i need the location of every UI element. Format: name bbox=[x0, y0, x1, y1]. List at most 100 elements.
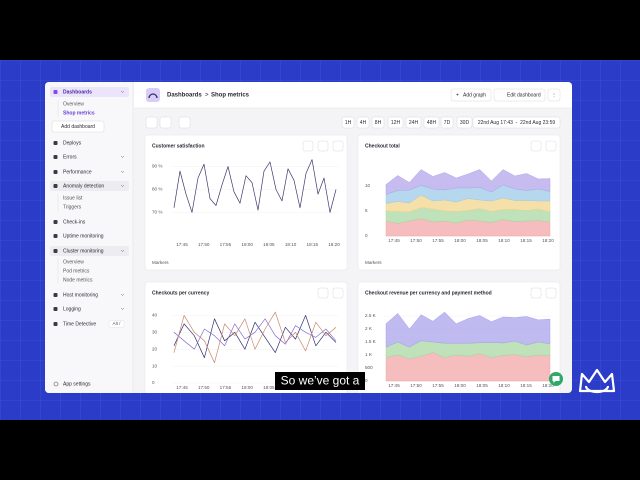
x-tick-label: 17:55 bbox=[220, 242, 232, 247]
time-range-button[interactable] bbox=[341, 116, 355, 129]
panel-action[interactable] bbox=[530, 140, 542, 152]
nav-item[interactable]: Logging bbox=[63, 306, 81, 312]
panel-action[interactable] bbox=[302, 140, 314, 152]
series-line bbox=[173, 318, 337, 350]
panel-action[interactable] bbox=[332, 287, 344, 299]
time-range-button[interactable] bbox=[440, 116, 454, 129]
panel-action[interactable] bbox=[545, 140, 557, 152]
stacked-area bbox=[385, 169, 551, 195]
brand-logo bbox=[578, 368, 616, 394]
breadcrumb-separator: > bbox=[205, 93, 209, 99]
nav-subitem[interactable]: Triggers bbox=[63, 204, 82, 210]
y-tick-label: 1 K bbox=[365, 352, 373, 357]
series-line bbox=[173, 311, 337, 364]
nav-subitem[interactable]: Shop metrics bbox=[63, 110, 95, 116]
nav-item[interactable]: Deploys bbox=[63, 140, 82, 146]
y-tick-label: 70 % bbox=[152, 210, 162, 215]
time-range-button[interactable] bbox=[456, 116, 473, 129]
panel-action[interactable] bbox=[530, 287, 542, 299]
nav-icon bbox=[53, 307, 58, 311]
nav-icon bbox=[53, 90, 58, 94]
panel-action[interactable] bbox=[317, 140, 329, 152]
markers-label: Markers bbox=[152, 260, 169, 265]
nav-chevron bbox=[120, 155, 125, 158]
more-button[interactable] bbox=[547, 88, 561, 102]
nav-icon bbox=[53, 293, 58, 297]
nav-icon bbox=[53, 220, 58, 224]
nav-item[interactable]: Time Detective bbox=[63, 321, 96, 327]
caption: So we’ve got a bbox=[281, 374, 360, 388]
nav-chevron bbox=[120, 90, 125, 93]
time-range-label: 48H bbox=[427, 120, 437, 126]
nav-item[interactable]: Anomaly detection bbox=[63, 183, 104, 189]
time-range-bar: 1H 4H 8H 12H 24H 48H 7D 30D 22nd Aug 17:43 - 22n… bbox=[341, 116, 561, 129]
x-tick-label: 17:50 bbox=[198, 385, 210, 390]
nav-item[interactable]: Dashboards bbox=[63, 89, 92, 95]
edit-dashboard-label: Edit dashboard bbox=[507, 92, 541, 98]
time-range-button[interactable] bbox=[423, 116, 440, 129]
y-tick-label: 40 bbox=[152, 313, 158, 318]
toolbar-button[interactable] bbox=[145, 116, 158, 129]
more-icon: ⋮ bbox=[552, 92, 557, 98]
time-range-button[interactable] bbox=[356, 116, 370, 129]
x-tick-label: 18:10 bbox=[498, 383, 510, 388]
time-range-label: 8H bbox=[375, 120, 382, 126]
y-tick-label: 10 bbox=[365, 183, 371, 188]
x-tick-label: 17:55 bbox=[220, 385, 232, 390]
add-graph-label: Add graph bbox=[463, 92, 486, 98]
x-tick-label: 17:50 bbox=[410, 238, 422, 243]
time-range-button[interactable] bbox=[387, 116, 404, 129]
toolbar-button[interactable] bbox=[178, 116, 191, 129]
nav-item[interactable]: Uptime monitoring bbox=[63, 233, 104, 239]
nav-item[interactable]: Cluster monitoring bbox=[63, 248, 104, 254]
add-graph-button[interactable] bbox=[450, 88, 492, 102]
settings-link[interactable]: App settings bbox=[63, 381, 91, 387]
x-tick-label: 18:20 bbox=[542, 383, 554, 388]
x-tick-label: 17:50 bbox=[410, 383, 422, 388]
nav-chevron bbox=[120, 307, 125, 310]
add-dashboard-button[interactable] bbox=[51, 120, 105, 133]
edit-dashboard-button[interactable] bbox=[493, 88, 546, 102]
nav-subitem[interactable]: Issue list bbox=[63, 195, 83, 201]
shortcut-label: Alt / bbox=[113, 321, 122, 326]
nav-subitem[interactable]: Overview bbox=[63, 101, 84, 107]
y-tick-label: 20 bbox=[152, 346, 158, 351]
panel bbox=[144, 134, 348, 271]
time-range-label: 1H bbox=[345, 120, 352, 126]
time-range-button[interactable] bbox=[371, 116, 385, 129]
nav-subitem[interactable]: Node metrics bbox=[63, 277, 93, 283]
nav-item[interactable]: Check-ins bbox=[63, 219, 86, 225]
toolbar-button[interactable] bbox=[159, 116, 172, 129]
y-tick-label: 2 K bbox=[365, 326, 373, 331]
nav-subitem[interactable]: Pod metrics bbox=[63, 268, 90, 274]
nav-highlight bbox=[50, 246, 129, 256]
nav-subitem[interactable]: Overview bbox=[63, 259, 84, 265]
y-tick-label: 0 bbox=[365, 378, 368, 383]
chat-icon bbox=[552, 376, 560, 383]
x-tick-label: 18:05 bbox=[476, 238, 488, 243]
nav-item[interactable]: Host monitoring bbox=[63, 292, 98, 298]
y-tick-label: 2.5 K bbox=[365, 313, 377, 318]
time-range-button[interactable] bbox=[405, 116, 422, 129]
date-range-label: 22nd Aug 17:43 - 22nd Aug 23:59 bbox=[478, 120, 556, 126]
y-tick-label: 0 bbox=[365, 233, 368, 238]
panel-action[interactable] bbox=[332, 140, 344, 152]
x-tick-label: 18:00 bbox=[241, 385, 253, 390]
x-tick-label: 18:05 bbox=[263, 242, 275, 247]
nav-item[interactable]: Errors bbox=[63, 154, 77, 160]
x-tick-label: 18:10 bbox=[498, 238, 510, 243]
date-range-button[interactable] bbox=[472, 116, 561, 129]
nav-icon bbox=[53, 155, 58, 159]
panel-action[interactable] bbox=[545, 287, 557, 299]
nav-chevron bbox=[120, 170, 125, 173]
breadcrumb[interactable]: Dashboards bbox=[167, 93, 202, 99]
time-range-label: 24H bbox=[409, 120, 419, 126]
x-tick-label: 17:45 bbox=[176, 385, 188, 390]
nav-chevron bbox=[120, 293, 125, 296]
nav-icon bbox=[53, 141, 58, 145]
nav-item[interactable]: Performance bbox=[63, 169, 92, 175]
panel-action[interactable] bbox=[317, 287, 329, 299]
x-tick-label: 18:05 bbox=[263, 385, 275, 390]
